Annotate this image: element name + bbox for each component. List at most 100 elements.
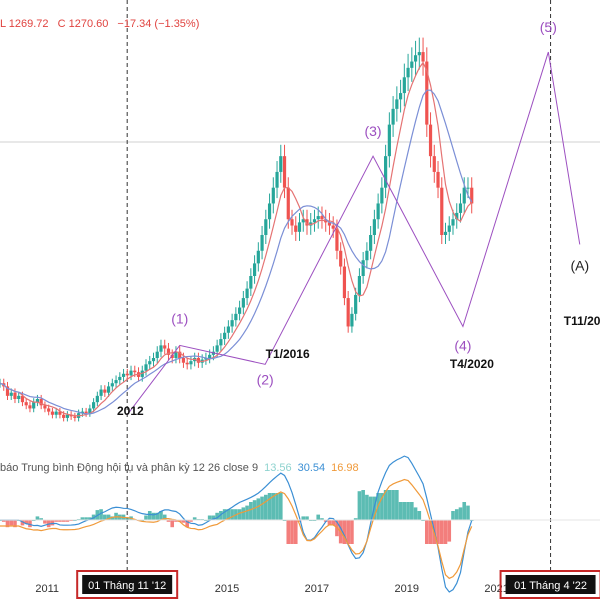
macd-bar (316, 514, 321, 520)
macd-bar (13, 520, 17, 528)
candle-body (155, 351, 159, 358)
candle-body (462, 187, 466, 204)
macd-bar (439, 520, 444, 544)
candle-body (148, 361, 152, 365)
candle-body (39, 399, 43, 406)
candle-body (163, 345, 167, 349)
candle-body (144, 364, 148, 371)
macd-bar (162, 514, 167, 520)
candle-body (204, 358, 208, 360)
candle-body (208, 354, 212, 358)
macd-bar (155, 512, 160, 520)
candle-body (447, 225, 451, 232)
candle-body (238, 307, 242, 314)
candle-body (159, 345, 163, 352)
candle-body (166, 348, 171, 355)
candle-body (170, 354, 174, 358)
macd-legend: báo Trung bình Động hội tụ và phân kỳ 12… (0, 462, 359, 474)
macd-bar (170, 520, 175, 528)
macd-bar (353, 518, 358, 520)
macd-bar (436, 520, 440, 544)
macd-bar (357, 491, 362, 520)
candle-body (95, 395, 99, 403)
candle-body (99, 389, 103, 396)
macd-bar (110, 516, 115, 520)
candle-body (455, 212, 459, 220)
macd-bar (84, 517, 88, 520)
macd-bar (267, 493, 272, 520)
ma-slow-line (0, 89, 473, 415)
macd-bar (61, 520, 66, 522)
macd-bar (256, 498, 261, 520)
candle-body (346, 298, 350, 327)
macd-bar (424, 520, 429, 544)
candle-body (47, 408, 51, 412)
candle-body (226, 326, 230, 333)
macd-bar (219, 511, 223, 520)
macd-bar (286, 520, 291, 544)
macd-bar (222, 509, 227, 520)
candle-body (372, 219, 376, 235)
candle-body (54, 411, 58, 415)
macd-bar (174, 520, 178, 522)
macd-bar (99, 509, 103, 520)
macd-bar (58, 520, 62, 522)
candle-body (118, 376, 122, 381)
candle-body (365, 250, 369, 261)
macd-bar (271, 493, 276, 520)
candle-body (369, 235, 373, 251)
macd-bar (293, 520, 298, 544)
macd-bar (185, 520, 189, 528)
candle-body (271, 187, 275, 204)
macd-bar (395, 490, 399, 520)
candle-body (466, 187, 470, 189)
candle-body (110, 383, 114, 387)
macd-bar (361, 490, 365, 520)
wave-label-1: (1) (171, 310, 188, 326)
candle-body (9, 392, 13, 396)
ohlc-header: L 1269.72 C 1270.60 −17.34 (−1.35%) (0, 18, 205, 30)
candle-body (133, 370, 137, 373)
macd-bar (391, 490, 395, 520)
macd-bar (151, 512, 156, 520)
candle-body (234, 313, 238, 321)
macd-bar (192, 517, 197, 520)
candle-body (230, 320, 234, 327)
macd-bar (144, 515, 148, 520)
candle-body (5, 386, 10, 396)
candle-body (260, 235, 264, 251)
macd-bar (28, 520, 32, 528)
candle-body (181, 358, 186, 363)
candle-body (178, 351, 182, 358)
macd-bar (350, 520, 354, 544)
macd-bar (413, 507, 418, 520)
candle-body (339, 250, 343, 267)
macd-bar (159, 511, 163, 520)
macd-bar (80, 517, 85, 520)
candle-body (91, 402, 96, 409)
wave-label-A: (A) (570, 257, 589, 273)
macd-bar (260, 496, 264, 520)
candle-body (425, 61, 429, 125)
candle-body (13, 392, 17, 399)
macd-legend-label: báo Trung bình Động hội tụ và phân kỳ 12… (0, 462, 259, 474)
macd-histogram (0, 490, 474, 544)
ohlc-low: L 1269.72 (0, 18, 49, 30)
macd-bar (125, 517, 130, 520)
macd-bar (65, 520, 70, 522)
candle-body (256, 250, 260, 264)
macd-bar (106, 514, 111, 520)
macd-bar (35, 516, 40, 520)
candle-body (342, 266, 347, 299)
date-badge (82, 575, 173, 594)
macd-bar (275, 493, 279, 520)
x-tick-label: 2015 (215, 583, 239, 595)
macd-bar (207, 515, 212, 520)
macd-bar (454, 509, 459, 520)
candle-body (391, 108, 395, 125)
macd-bar (342, 520, 347, 544)
macd-bar (323, 520, 328, 522)
candle-body (151, 358, 156, 362)
